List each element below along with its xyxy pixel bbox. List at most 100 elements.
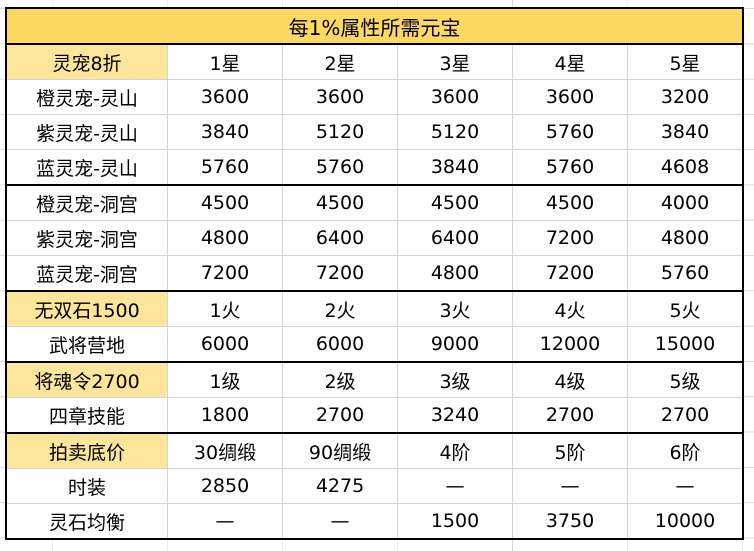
value-cell[interactable]: 3750 <box>512 503 628 540</box>
value-cell[interactable]: 4500 <box>167 184 283 221</box>
column-header-cell[interactable]: 2星 <box>282 43 398 80</box>
value-cell[interactable]: 6000 <box>167 326 283 363</box>
column-header-cell[interactable]: 4星 <box>512 43 628 80</box>
value-cell[interactable]: 5120 <box>282 114 398 150</box>
column-header-cell[interactable]: 1火 <box>167 290 283 327</box>
row-label-cell[interactable]: 武将营地 <box>5 326 168 363</box>
section-header-row: 拍卖底价 30绸缎 90绸缎 4阶 5阶 6阶 <box>5 432 744 469</box>
row-label-cell[interactable]: 橙灵宠-灵山 <box>5 79 168 115</box>
table-title[interactable]: 每1%属性所需元宝 <box>5 7 744 45</box>
value-cell[interactable]: 3840 <box>397 149 513 186</box>
value-cell[interactable]: 1500 <box>397 503 513 540</box>
value-cell[interactable]: 6400 <box>282 220 398 256</box>
value-cell[interactable]: 4500 <box>282 184 398 221</box>
value-cell[interactable]: 3600 <box>512 79 628 115</box>
column-header-cell[interactable]: 3火 <box>397 290 513 327</box>
section-label-cell[interactable]: 灵宠8折 <box>5 43 168 80</box>
column-header-cell[interactable]: 5阶 <box>512 432 628 469</box>
value-cell[interactable]: 2700 <box>512 397 628 434</box>
value-cell[interactable]: 10000 <box>627 503 744 540</box>
value-cell[interactable]: — <box>282 503 398 540</box>
value-cell[interactable]: 12000 <box>512 326 628 363</box>
table-row: 时装 2850 4275— — — <box>5 468 744 504</box>
value-cell[interactable]: 1800 <box>167 397 283 434</box>
column-header-cell[interactable]: 5火 <box>627 290 744 327</box>
column-header-cell[interactable]: 90绸缎 <box>282 432 398 469</box>
value-cell[interactable]: 5120 <box>397 114 513 150</box>
value-cell[interactable]: 4500 <box>512 184 628 221</box>
value-cell[interactable]: 7200 <box>167 255 283 292</box>
section-header-row: 灵宠8折 1星 2星 3星 4星 5星 <box>5 43 744 80</box>
value-cell[interactable]: 4000 <box>627 184 744 221</box>
value-cell[interactable]: 5760 <box>282 149 398 186</box>
column-header-cell[interactable]: 4火 <box>512 290 628 327</box>
row-label-cell[interactable]: 蓝灵宠-灵山 <box>5 149 168 186</box>
section-label-cell[interactable]: 将魂令2700 <box>5 361 168 398</box>
table-row: 橙灵宠-洞宫 4500 4500 4500 4500 4000 <box>5 184 744 221</box>
column-header-cell[interactable]: 4阶 <box>397 432 513 469</box>
column-header-cell[interactable]: 30绸缎 <box>167 432 283 469</box>
row-label-cell[interactable]: 蓝灵宠-洞宫 <box>5 255 168 292</box>
value-cell[interactable]: 3200 <box>627 79 744 115</box>
value-cell[interactable]: — <box>512 468 628 504</box>
column-header-cell[interactable]: 1星 <box>167 43 283 80</box>
title-row: 每1%属性所需元宝 <box>5 7 744 45</box>
section-label-cell[interactable]: 拍卖底价 <box>5 432 168 469</box>
price-table: 每1%属性所需元宝 灵宠8折 1星 2星 3星 4星 5星 橙灵宠-灵山 3600 3600 36… <box>5 7 744 540</box>
column-header-cell[interactable]: 1级 <box>167 361 283 398</box>
row-label-cell[interactable]: 灵石均衡 <box>5 503 168 540</box>
value-cell[interactable]: 5760 <box>512 114 628 150</box>
table-row: 紫灵宠-灵山 3840 5120 5120 5760 3840 <box>5 114 744 150</box>
value-cell[interactable]: — <box>627 468 744 504</box>
value-cell[interactable]: 7200 <box>512 220 628 256</box>
column-header-cell[interactable]: 3级 <box>397 361 513 398</box>
column-header-cell[interactable]: 2火 <box>282 290 398 327</box>
column-header-cell[interactable]: 2级 <box>282 361 398 398</box>
column-header-cell[interactable]: 5级 <box>627 361 744 398</box>
value-cell[interactable]: 4608 <box>627 149 744 186</box>
row-label-cell[interactable]: 四章技能 <box>5 397 168 434</box>
row-label-cell[interactable]: 时装 <box>5 468 168 504</box>
value-cell[interactable]: 4800 <box>627 220 744 256</box>
column-header-cell[interactable]: 3星 <box>397 43 513 80</box>
value-cell[interactable]: 7200 <box>512 255 628 292</box>
row-label-cell[interactable]: 紫灵宠-洞宫 <box>5 220 168 256</box>
value-cell[interactable]: 4800 <box>397 255 513 292</box>
section-label-cell[interactable]: 无双石1500 <box>5 290 168 327</box>
row-label-cell[interactable]: 橙灵宠-洞宫 <box>5 184 168 221</box>
value-cell[interactable]: 5760 <box>512 149 628 186</box>
value-cell[interactable]: 2700 <box>282 397 398 434</box>
table-row: 武将营地 6000 6000 9000 12000 15000 <box>5 326 744 363</box>
value-cell[interactable]: 3600 <box>167 79 283 115</box>
value-cell[interactable]: — <box>167 503 283 540</box>
table-row: 灵石均衡 — —1500 3750 10000 <box>5 503 744 540</box>
value-cell[interactable]: 7200 <box>282 255 398 292</box>
value-cell[interactable]: 9000 <box>397 326 513 363</box>
section-header-row: 将魂令2700 1级 2级 3级 4级 5级 <box>5 361 744 398</box>
value-cell[interactable]: 4275 <box>282 468 398 504</box>
table-row: 四章技能 1800 2700 3240 2700 2700 <box>5 397 744 434</box>
value-cell[interactable]: 2850 <box>167 468 283 504</box>
value-cell[interactable]: 4500 <box>397 184 513 221</box>
section-header-row: 无双石1500 1火 2火 3火 4火 5火 <box>5 290 744 327</box>
value-cell[interactable]: 3600 <box>282 79 398 115</box>
value-cell[interactable]: 6400 <box>397 220 513 256</box>
value-cell[interactable]: 3840 <box>167 114 283 150</box>
table-row: 蓝灵宠-灵山 5760 5760 3840 5760 4608 <box>5 149 744 186</box>
value-cell[interactable]: 4800 <box>167 220 283 256</box>
value-cell[interactable]: 5760 <box>167 149 283 186</box>
value-cell[interactable]: — <box>397 468 513 504</box>
table-row: 紫灵宠-洞宫 4800 6400 6400 7200 4800 <box>5 220 744 256</box>
value-cell[interactable]: 3840 <box>627 114 744 150</box>
value-cell[interactable]: 3240 <box>397 397 513 434</box>
table-row: 蓝灵宠-洞宫 7200 7200 4800 7200 5760 <box>5 255 744 292</box>
column-header-cell[interactable]: 5星 <box>627 43 744 80</box>
row-label-cell[interactable]: 紫灵宠-灵山 <box>5 114 168 150</box>
value-cell[interactable]: 3600 <box>397 79 513 115</box>
column-header-cell[interactable]: 4级 <box>512 361 628 398</box>
value-cell[interactable]: 6000 <box>282 326 398 363</box>
column-header-cell[interactable]: 6阶 <box>627 432 744 469</box>
value-cell[interactable]: 2700 <box>627 397 744 434</box>
value-cell[interactable]: 5760 <box>627 255 744 292</box>
value-cell[interactable]: 15000 <box>627 326 744 363</box>
